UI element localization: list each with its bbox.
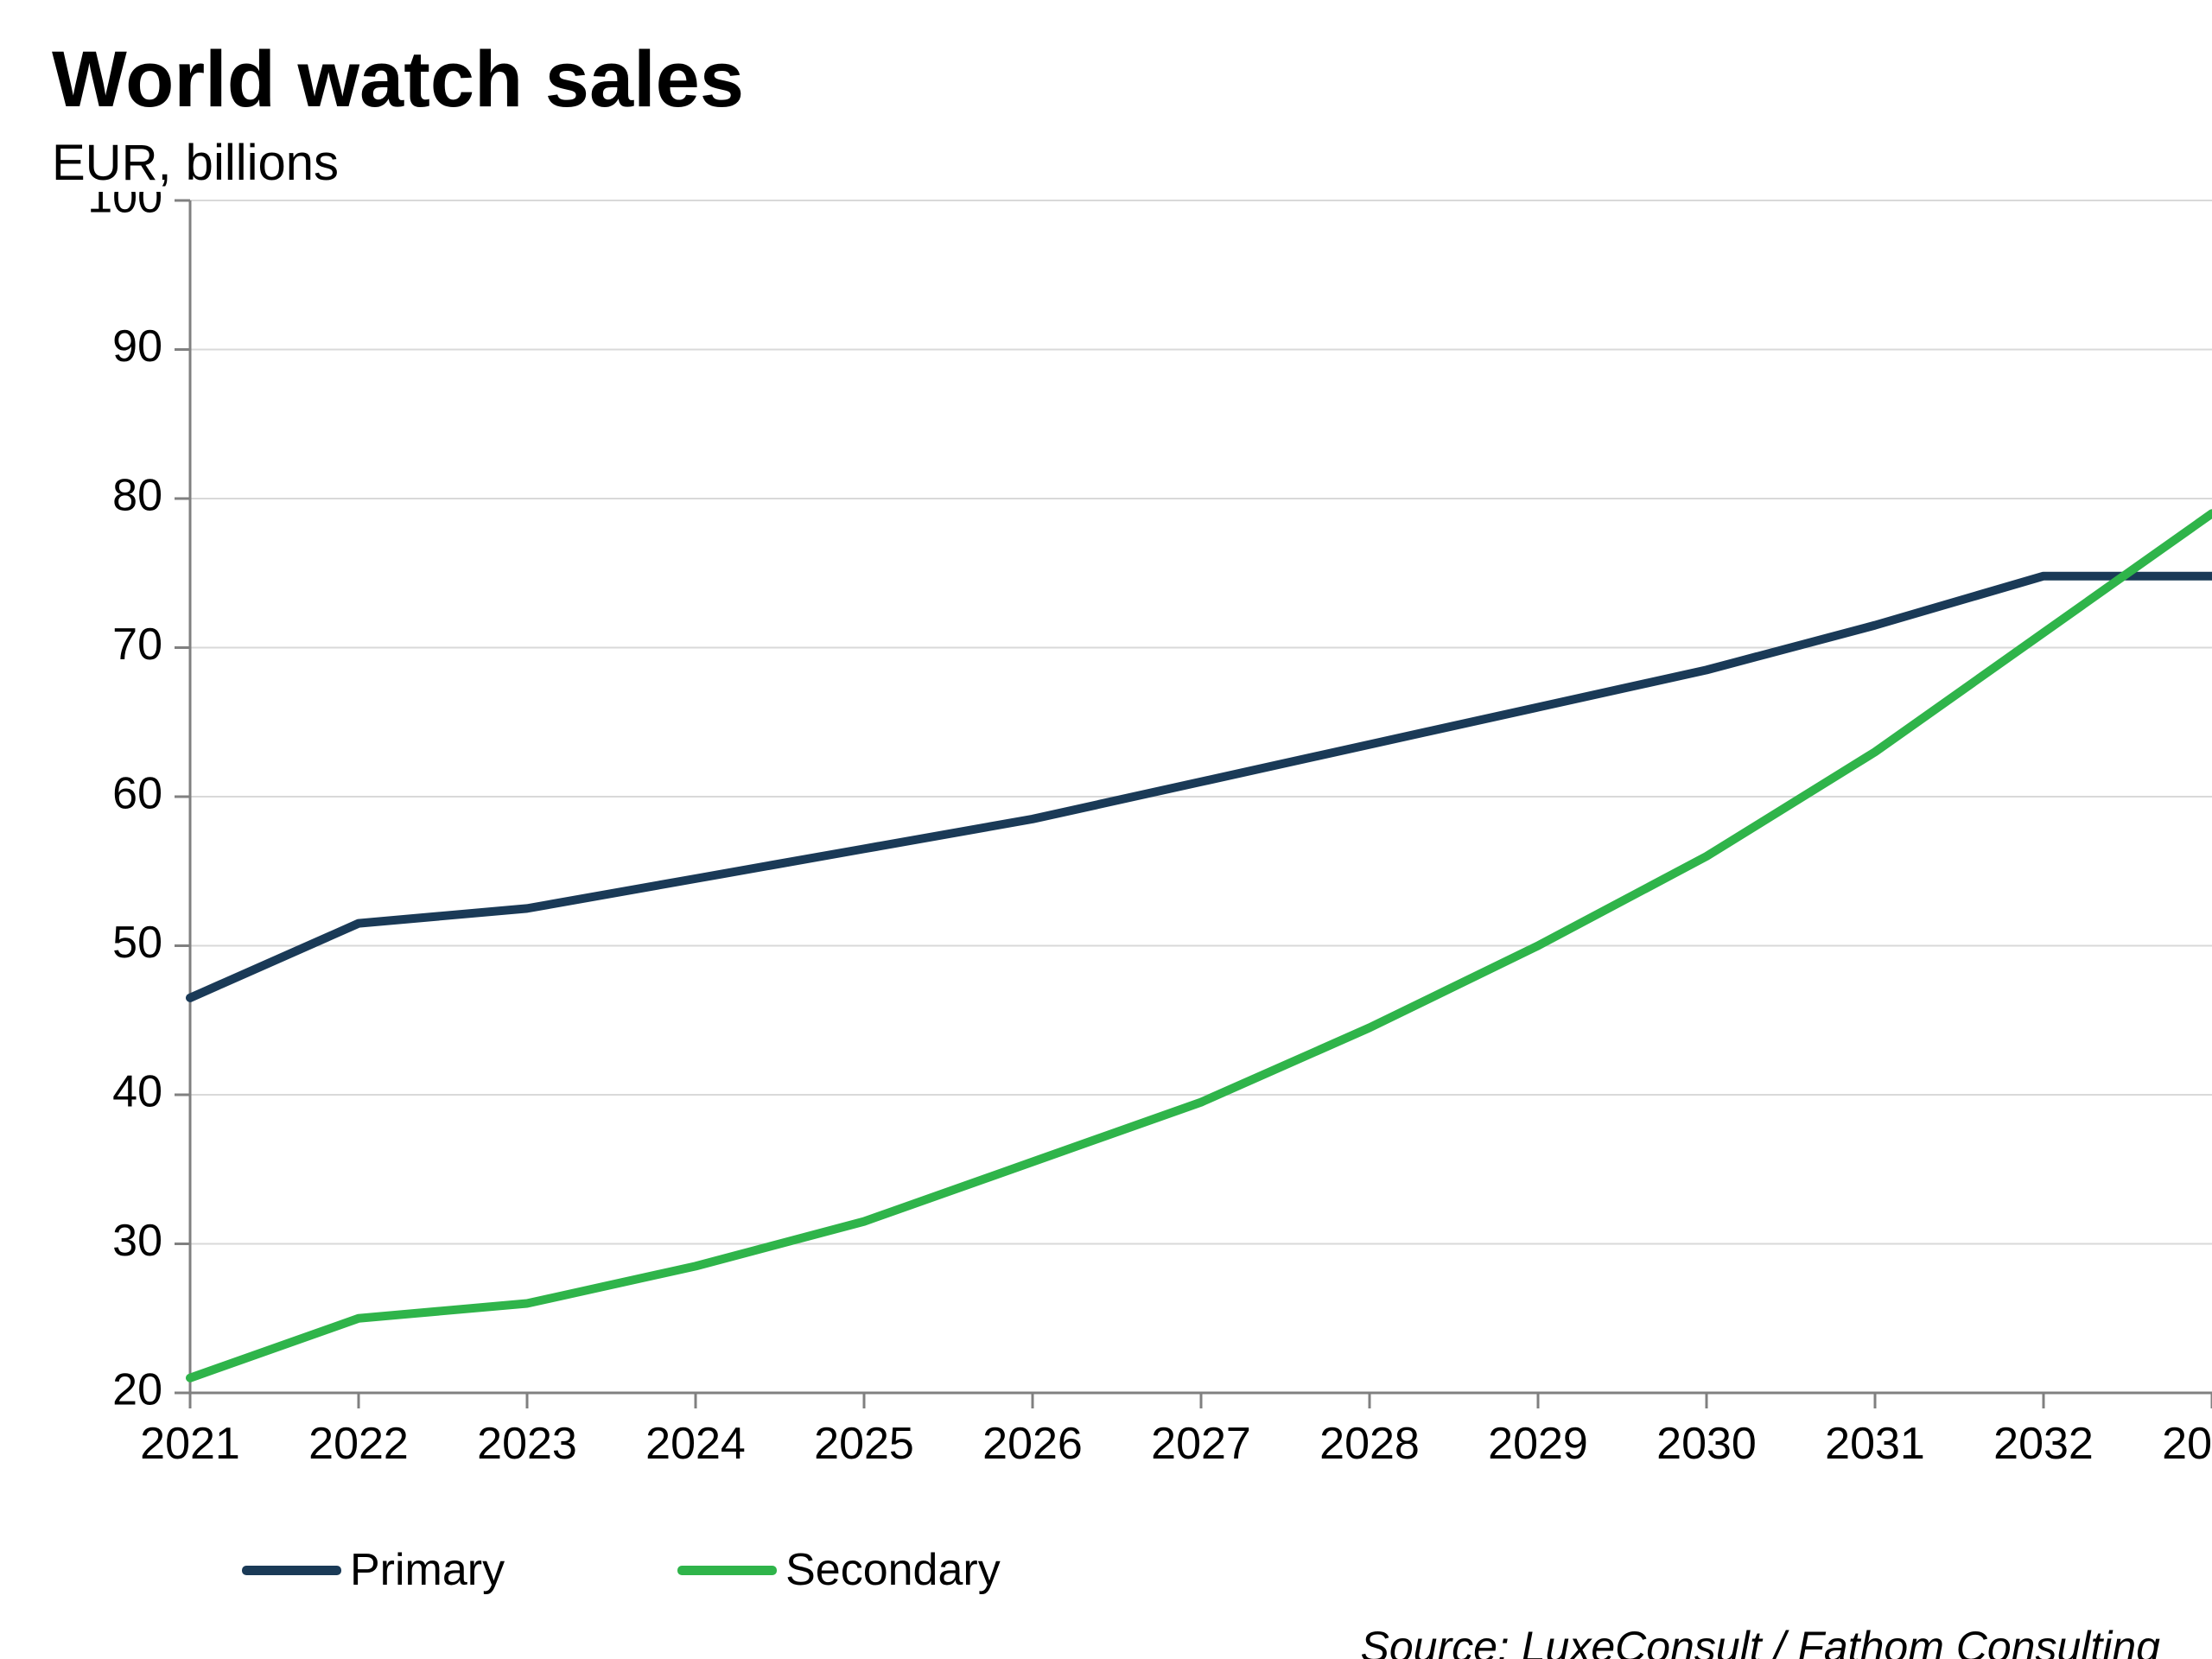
chart-container: World watch sales EUR, billions 20304050… xyxy=(0,0,2212,1659)
x-tick-label: 2022 xyxy=(308,1419,409,1469)
x-tick-label: 2032 xyxy=(1993,1419,2094,1469)
y-tick-label: 100 xyxy=(87,192,162,223)
chart-source: Source: LuxeConsult / Fathom Consulting xyxy=(52,1622,2160,1659)
line-chart-svg: 2030405060708090100202120222023202420252… xyxy=(52,192,2212,1505)
chart-legend: Primary Secondary xyxy=(242,1544,2160,1596)
x-tick-label: 2025 xyxy=(814,1419,914,1469)
x-tick-label: 2029 xyxy=(1488,1419,1588,1469)
y-tick-label: 50 xyxy=(112,918,162,968)
x-tick-label: 2026 xyxy=(982,1419,1083,1469)
y-tick-label: 30 xyxy=(112,1216,162,1266)
x-tick-label: 2030 xyxy=(1656,1419,1757,1469)
y-tick-label: 70 xyxy=(112,620,162,670)
x-tick-label: 2028 xyxy=(1319,1419,1420,1469)
x-tick-label: 2023 xyxy=(477,1419,577,1469)
x-tick-label: 2024 xyxy=(645,1419,746,1469)
x-tick-label: 2033 xyxy=(2162,1419,2212,1469)
x-tick-label: 2027 xyxy=(1151,1419,1251,1469)
y-tick-label: 40 xyxy=(112,1067,162,1117)
legend-label: Primary xyxy=(350,1544,505,1596)
legend-swatch xyxy=(677,1566,777,1575)
chart-subtitle: EUR, billions xyxy=(52,134,2160,192)
y-tick-label: 90 xyxy=(112,321,162,372)
chart-title: World watch sales xyxy=(52,35,2160,125)
chart-plot: 2030405060708090100202120222023202420252… xyxy=(52,192,2160,1510)
legend-label: Secondary xyxy=(785,1544,1001,1596)
legend-item-primary: Primary xyxy=(242,1544,505,1596)
y-tick-label: 20 xyxy=(112,1365,162,1415)
x-tick-label: 2021 xyxy=(140,1419,240,1469)
legend-swatch xyxy=(242,1566,341,1575)
legend-item-secondary: Secondary xyxy=(677,1544,1001,1596)
y-tick-label: 60 xyxy=(112,769,162,819)
series-line-primary xyxy=(190,576,2212,998)
y-tick-label: 80 xyxy=(112,471,162,521)
x-tick-label: 2031 xyxy=(1825,1419,1925,1469)
